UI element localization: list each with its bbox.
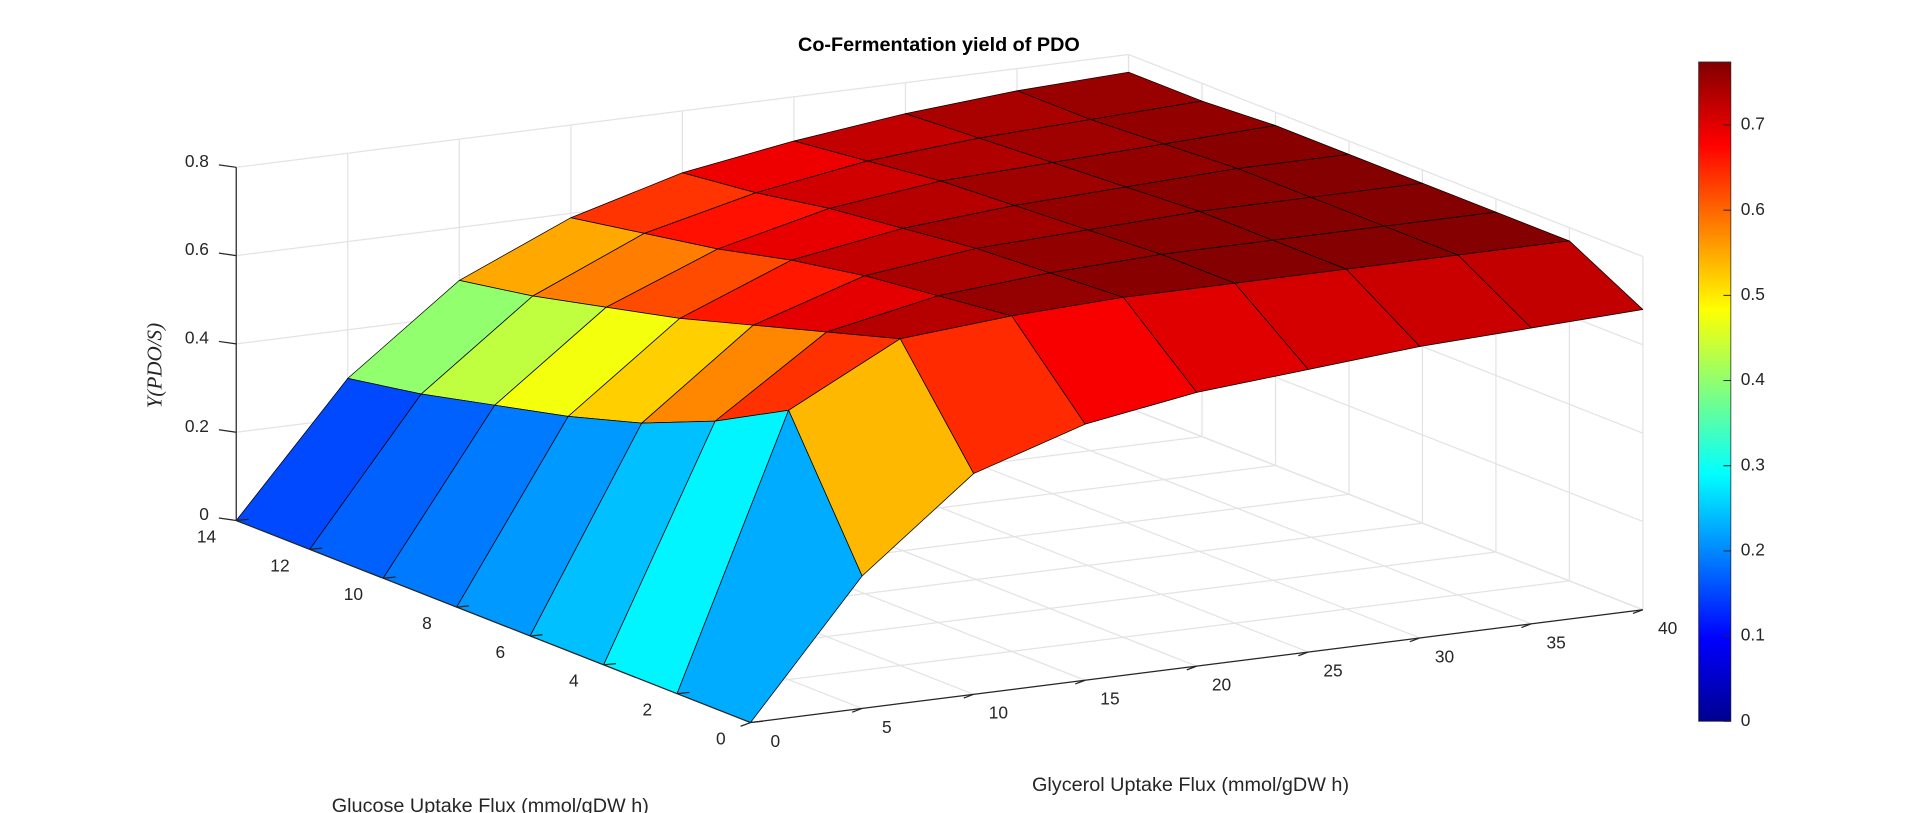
y-tick <box>309 547 323 550</box>
z-tick-label: 0.4 <box>185 328 209 348</box>
x-tick <box>1075 679 1086 685</box>
surface <box>235 71 1644 723</box>
x-tick <box>851 707 863 713</box>
y-axis-label: Glucose Uptake Flux (mmol/gDW h) <box>332 795 649 813</box>
z-tick-label: 0 <box>199 504 209 524</box>
chart-title: Co-Fermentation yield of PDO <box>798 34 1080 56</box>
axis-line <box>236 519 751 724</box>
z-tick-label: 0.8 <box>185 151 209 171</box>
z-tick-label: 0.6 <box>185 239 209 259</box>
x-tick-label: 40 <box>1658 618 1677 638</box>
y-tick-label: 6 <box>496 642 506 662</box>
x-tick-label: 5 <box>882 717 892 737</box>
colorbar-tick-label: 0.2 <box>1741 540 1765 560</box>
x-tick <box>963 693 974 699</box>
colorbar-tick-label: 0.4 <box>1741 369 1765 389</box>
grid-line <box>1016 421 1532 625</box>
x-tick-label: 20 <box>1212 675 1231 695</box>
colorbar-tick-label: 0 <box>1741 710 1751 730</box>
colorbar-tick-label: 0.5 <box>1741 284 1765 304</box>
x-tick <box>1298 651 1309 657</box>
y-tick-label: 4 <box>569 671 579 691</box>
y-tick <box>456 605 470 608</box>
grid-line <box>677 580 1570 695</box>
x-tick <box>1409 637 1421 643</box>
x-tick-label: 25 <box>1323 660 1342 680</box>
y-tick <box>236 518 249 522</box>
x-tick-label: 10 <box>989 703 1008 723</box>
z-tick <box>218 252 237 257</box>
grid-line <box>905 435 1421 639</box>
z-tick-label: 0.2 <box>185 416 209 436</box>
y-tick-label: 14 <box>197 526 217 546</box>
z-tick <box>218 517 237 522</box>
x-tick <box>1186 665 1197 671</box>
x-tick-label: 15 <box>1100 689 1119 709</box>
x-tick-label: 0 <box>771 731 781 751</box>
x-tick <box>1632 609 1644 615</box>
x-tick-label: 30 <box>1435 646 1454 666</box>
y-tick <box>383 576 396 579</box>
colorbar-tick-label: 0.6 <box>1741 199 1765 219</box>
colorbar <box>1698 61 1732 722</box>
y-tick <box>530 634 543 637</box>
x-axis-label: Glycerol Uptake Flux (mmol/gDW h) <box>1032 774 1349 796</box>
colorbar-tick-label: 0.3 <box>1741 454 1765 474</box>
y-tick-label: 8 <box>422 613 432 633</box>
y-tick-label: 12 <box>270 555 289 575</box>
y-tick-label: 10 <box>344 584 363 604</box>
grid-line <box>1128 407 1644 611</box>
x-tick <box>740 721 751 727</box>
x-tick <box>1521 623 1532 629</box>
x-tick-label: 35 <box>1546 632 1565 652</box>
y-tick-label: 0 <box>716 728 726 748</box>
z-tick <box>218 164 237 168</box>
y-tick <box>750 720 764 724</box>
y-tick <box>603 662 617 666</box>
grid-line <box>1128 53 1644 258</box>
y-tick-label: 2 <box>643 700 653 720</box>
y-tick <box>677 691 690 695</box>
z-tick <box>218 429 237 433</box>
z-tick <box>218 340 237 345</box>
z-axis-label: Y(PDO/S) <box>143 323 167 408</box>
colorbar-tick-label: 0.1 <box>1741 625 1765 645</box>
colorbar-tick-label: 0.7 <box>1741 114 1765 134</box>
